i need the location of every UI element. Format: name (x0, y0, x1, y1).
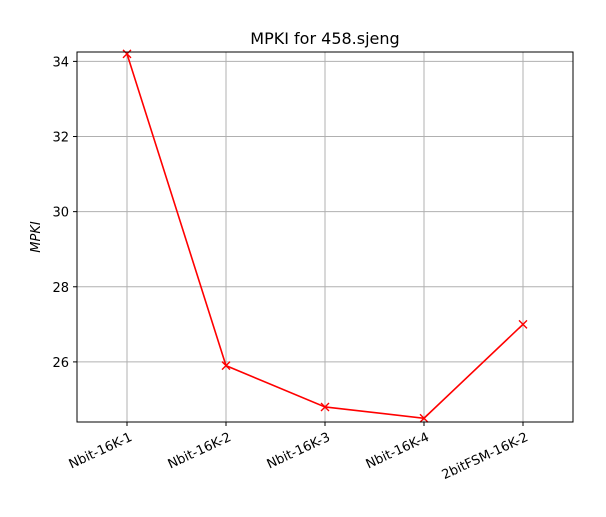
y-tick-label: 26 (52, 356, 69, 371)
plot-frame (76, 51, 574, 423)
data-point-marker (122, 49, 132, 59)
series (122, 49, 528, 423)
y-axis-label: MPKI (29, 221, 44, 253)
x-tick-label: Nbit-16K-3 (265, 430, 333, 472)
y-tick-label: 30 (52, 206, 69, 221)
data-point-marker (221, 361, 231, 371)
chart-title: MPKI for 458.sjeng (250, 29, 399, 48)
x-tick-label: Nbit-16K-2 (166, 430, 234, 472)
x-tick-label: Nbit-16K-1 (67, 430, 135, 472)
x-axis: Nbit-16K-1 Nbit-16K-2 Nbit-16K-3 Nbit-16K-4… (67, 422, 531, 483)
data-point-marker (518, 319, 528, 329)
y-axis: 26 28 30 32 34 (52, 55, 77, 371)
y-tick-label: 32 (52, 131, 69, 146)
y-tick-label: 34 (52, 55, 69, 70)
data-point-marker (320, 402, 330, 412)
y-tick-label: 28 (52, 281, 69, 296)
grid (77, 52, 573, 422)
x-tick-label: 2bitFSM-16K-2 (440, 430, 531, 483)
x-tick-label: Nbit-16K-4 (364, 430, 432, 472)
data-point-marker (419, 413, 429, 423)
